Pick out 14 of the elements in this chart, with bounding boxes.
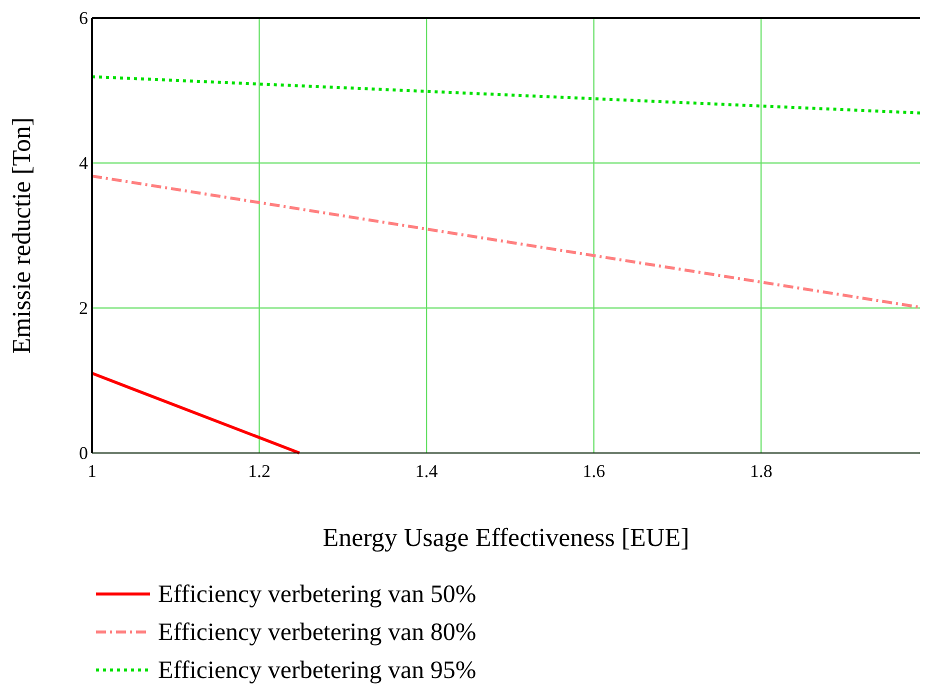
y-tick-label: 0	[79, 443, 88, 463]
legend-label: Efficiency verbetering van 95%	[158, 657, 476, 684]
legend-label: Efficiency verbetering van 50%	[158, 581, 476, 608]
x-axis-title: Energy Usage Effectiveness [EUE]	[322, 523, 690, 552]
y-tick-label: 2	[79, 298, 88, 318]
legend-label: Efficiency verbetering van 80%	[158, 619, 476, 646]
y-tick-label: 4	[79, 153, 88, 173]
y-tick-label: 6	[79, 8, 88, 28]
x-tick-label: 1.4	[415, 461, 438, 481]
x-tick-label: 1.2	[248, 461, 271, 481]
x-tick-label: 1.8	[750, 461, 772, 481]
x-tick-label: 1	[88, 461, 96, 481]
y-axis-title: Emissie reductie [Ton]	[7, 117, 36, 354]
x-tick-label: 1.6	[582, 461, 606, 481]
